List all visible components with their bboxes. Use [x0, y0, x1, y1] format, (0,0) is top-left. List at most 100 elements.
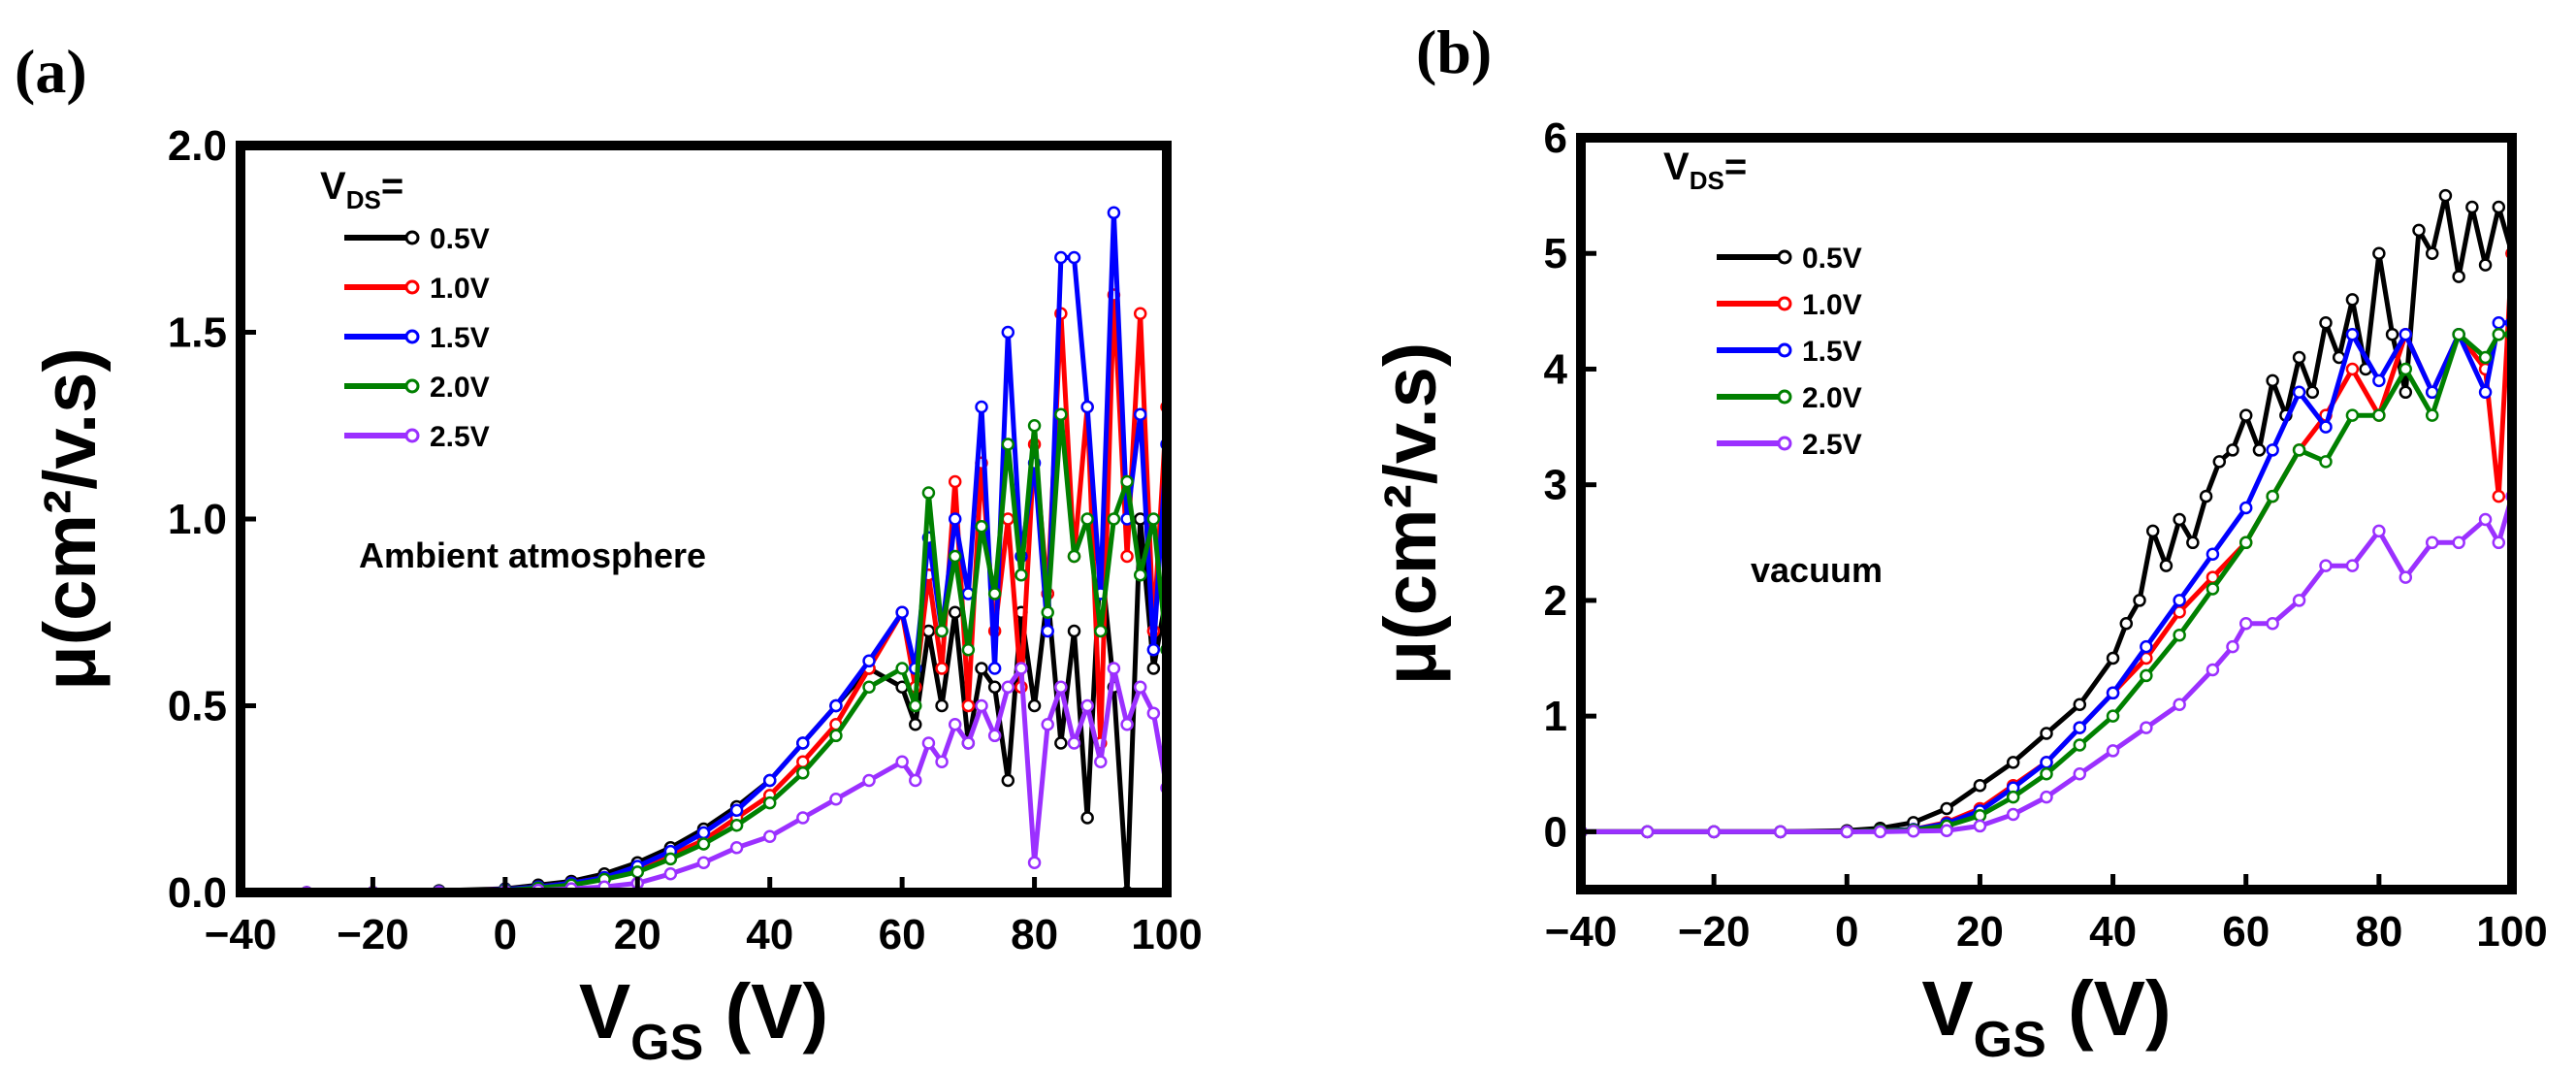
data-point: [729, 841, 744, 855]
legend-marker: [404, 279, 420, 295]
data-point: [2040, 790, 2053, 804]
y-axis-label: μ(cm²/v.s): [1369, 342, 1452, 685]
data-point: [948, 549, 962, 564]
data-point: [1940, 801, 1953, 816]
x-tick-label: −40: [205, 911, 277, 958]
legend-item: 1.5V: [344, 322, 490, 354]
y-tick-label: 1.0: [168, 496, 227, 543]
panel-label: (b): [1416, 17, 1492, 86]
data-point: [987, 587, 1002, 600]
legend-label: 2.0V: [430, 372, 490, 404]
x-tick-label: 40: [746, 911, 793, 958]
legend-label: 0.5V: [430, 223, 490, 255]
data-point: [921, 736, 936, 750]
y-tick-label: 5: [1544, 230, 1567, 277]
data-point: [2425, 536, 2439, 550]
data-point: [829, 729, 843, 743]
data-point: [2073, 767, 2087, 781]
data-point: [1001, 680, 1015, 694]
data-point: [2292, 594, 2306, 607]
data-point: [987, 680, 1002, 694]
data-point: [1080, 512, 1094, 526]
data-point: [1027, 419, 1042, 433]
y-tick-label: 0: [1544, 808, 1567, 856]
data-point: [2438, 188, 2453, 203]
data-point: [1773, 825, 1787, 839]
x-tick-label: −20: [337, 911, 409, 958]
legend-marker: [1777, 342, 1792, 358]
data-point: [2006, 756, 2020, 769]
data-point: [961, 736, 976, 750]
data-point: [1067, 736, 1081, 750]
data-point: [2399, 327, 2413, 341]
data-point: [1094, 624, 1108, 638]
x-tick-label: 60: [879, 911, 926, 958]
legend-item: 0.5V: [344, 223, 490, 255]
data-point: [948, 718, 962, 731]
data-point: [948, 474, 962, 489]
data-point: [2173, 512, 2186, 527]
data-point: [2492, 489, 2506, 503]
data-point: [1054, 407, 1068, 421]
data-point: [1080, 698, 1094, 713]
x-tick-label: 60: [2222, 908, 2270, 956]
legend-item: 1.0V: [344, 273, 490, 305]
data-point: [1120, 474, 1134, 489]
chart-a: (a) −40 −20 0 20 40 60 80 100 0.0 0.5 1.0 1.5 2.0 VGS …: [15, 37, 1203, 1071]
data-point: [2106, 744, 2120, 758]
data-point: [2173, 628, 2186, 642]
data-point: [948, 512, 962, 526]
data-point: [2345, 559, 2360, 572]
data-point: [1041, 718, 1054, 731]
data-point: [2345, 408, 2360, 422]
data-point: [895, 755, 909, 768]
legend-label: 2.5V: [1802, 429, 1862, 461]
data-point: [696, 856, 711, 869]
data-point: [948, 605, 962, 619]
legend-item: 1.5V: [1717, 336, 1862, 368]
data-point: [2372, 373, 2386, 388]
data-point: [2305, 385, 2320, 400]
data-point: [1001, 438, 1015, 451]
x-tick-label: −20: [1678, 908, 1751, 956]
data-point: [2478, 258, 2493, 272]
data-point: [2238, 617, 2253, 631]
data-point: [961, 698, 976, 713]
data-point: [2159, 559, 2174, 572]
data-point: [2226, 443, 2239, 457]
data-point: [862, 680, 876, 694]
y-tick-label: 0.5: [168, 683, 227, 730]
data-point: [1067, 250, 1081, 265]
data-point: [663, 852, 678, 866]
data-point: [2073, 698, 2087, 711]
data-point: [909, 698, 922, 713]
data-point: [1014, 662, 1028, 675]
data-point: [1027, 856, 1042, 869]
data-point: [2199, 489, 2213, 503]
annotation: Ambient atmosphere: [359, 536, 706, 575]
data-point: [762, 773, 777, 788]
data-point: [895, 605, 909, 619]
data-point: [1133, 407, 1147, 421]
data-point: [2292, 350, 2306, 365]
x-tick-label: 40: [2089, 908, 2137, 956]
series-group: [1581, 188, 2512, 839]
data-point: [2478, 512, 2493, 527]
x-tick-label: −40: [1545, 908, 1618, 956]
data-point: [2465, 200, 2479, 214]
data-point: [2140, 721, 2153, 734]
data-point: [2266, 443, 2279, 457]
data-point: [2226, 639, 2239, 654]
data-point: [2399, 385, 2413, 400]
legend-marker: [404, 428, 420, 443]
legend-marker: [404, 230, 420, 245]
data-point: [829, 793, 843, 806]
data-point: [1107, 662, 1121, 675]
data-point: [935, 755, 949, 768]
data-point: [1107, 206, 1121, 220]
data-point: [862, 773, 876, 788]
data-point: [2252, 443, 2267, 457]
data-point: [2173, 594, 2186, 607]
data-point: [1041, 624, 1054, 638]
data-point: [2106, 709, 2120, 723]
